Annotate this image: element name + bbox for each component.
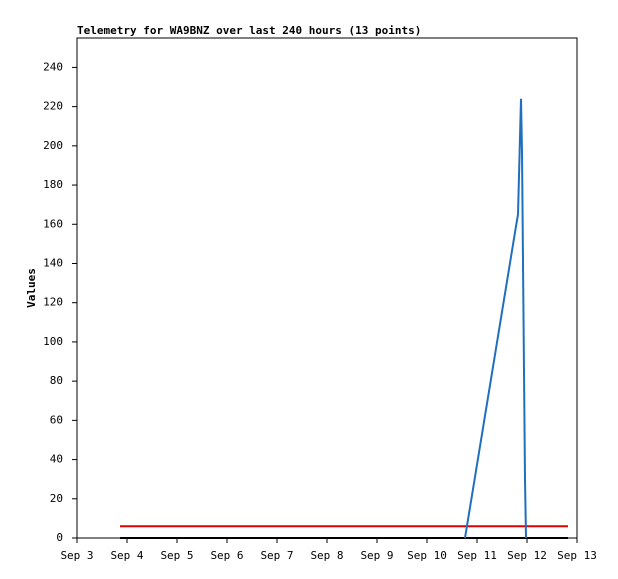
chart-title: Telemetry for WA9BNZ over last 240 hours… [77,24,421,37]
x-tick-label: Sep 7 [260,549,293,562]
y-tick-label: 80 [50,374,63,387]
x-tick-label: Sep 13 [557,549,597,562]
y-axis-label: Values [25,268,38,308]
y-tick-label: 120 [43,296,63,309]
plot-frame [76,37,578,539]
x-tick-label: Sep 11 [457,549,497,562]
x-tick-label: Sep 12 [507,549,547,562]
y-tick-label: 160 [43,217,63,230]
y-tick-label: 60 [50,413,63,426]
y-tick-label: 140 [43,256,63,269]
x-tick-label: Sep 4 [110,549,143,562]
y-tick-label: 20 [50,492,63,505]
y-tick-label: 240 [43,60,63,73]
y-tick-label: 0 [56,531,63,544]
y-tick-label: 100 [43,335,63,348]
y-tick-label: 180 [43,178,63,191]
x-tick-label: Sep 8 [310,549,343,562]
x-tick-label: Sep 5 [160,549,193,562]
x-tick-label: Sep 10 [407,549,447,562]
y-tick-label: 200 [43,139,63,152]
y-tick-label: 220 [43,100,63,113]
y-tick-label: 40 [50,453,63,466]
series-line [464,98,527,539]
x-tick-label: Sep 6 [210,549,243,562]
x-tick-label: Sep 3 [60,549,93,562]
x-tick-label: Sep 9 [360,549,393,562]
